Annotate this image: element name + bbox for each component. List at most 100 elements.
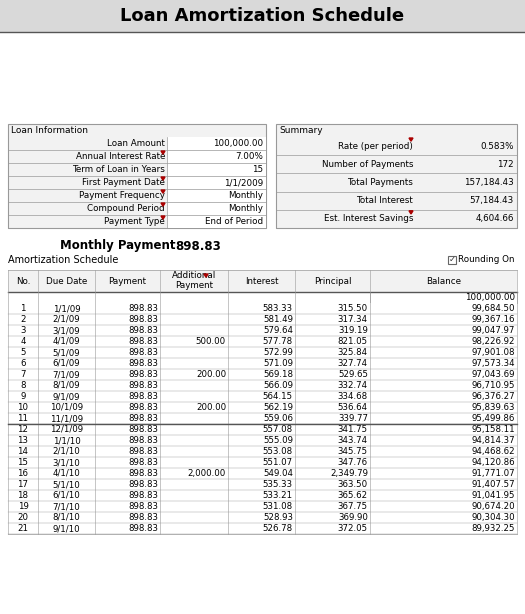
Text: 566.09: 566.09 xyxy=(263,381,293,390)
Text: 325.84: 325.84 xyxy=(338,348,368,357)
Text: 7.00%: 7.00% xyxy=(235,152,263,161)
Text: 363.50: 363.50 xyxy=(338,480,368,489)
Text: 91,041.95: 91,041.95 xyxy=(471,491,515,500)
Text: 369.90: 369.90 xyxy=(338,513,368,522)
Text: 6: 6 xyxy=(20,359,26,368)
Text: 89,932.25: 89,932.25 xyxy=(471,524,515,533)
Text: 97,901.08: 97,901.08 xyxy=(471,348,515,357)
Text: 172: 172 xyxy=(497,160,514,169)
Bar xyxy=(8,369,517,380)
Bar xyxy=(0,0,525,32)
Bar xyxy=(8,303,517,314)
Text: 14: 14 xyxy=(17,447,28,456)
Text: 5/1/09: 5/1/09 xyxy=(52,348,80,357)
Polygon shape xyxy=(204,274,208,277)
Text: Payment Type: Payment Type xyxy=(104,217,165,226)
Text: 97,043.69: 97,043.69 xyxy=(471,370,515,379)
Text: End of Period: End of Period xyxy=(205,217,263,226)
Bar xyxy=(276,124,517,228)
Text: 2: 2 xyxy=(20,315,26,324)
Bar xyxy=(167,176,266,189)
Text: 898.83: 898.83 xyxy=(128,348,158,357)
Text: 18: 18 xyxy=(17,491,28,500)
Text: 10: 10 xyxy=(17,403,28,412)
Text: 5/1/10: 5/1/10 xyxy=(52,480,80,489)
Text: 94,120.86: 94,120.86 xyxy=(471,458,515,467)
Bar xyxy=(167,202,266,215)
Text: 2,349.79: 2,349.79 xyxy=(330,469,368,478)
Text: Payment: Payment xyxy=(109,276,146,286)
Bar xyxy=(8,358,517,369)
Text: 535.33: 535.33 xyxy=(263,480,293,489)
Text: 555.09: 555.09 xyxy=(263,436,293,445)
Text: 9: 9 xyxy=(20,392,26,401)
Text: 579.64: 579.64 xyxy=(263,326,293,335)
Text: 898.83: 898.83 xyxy=(128,359,158,368)
Bar xyxy=(8,292,517,303)
Bar xyxy=(8,512,517,523)
Text: 1: 1 xyxy=(20,304,26,313)
Text: 17: 17 xyxy=(17,480,28,489)
Text: 57,184.43: 57,184.43 xyxy=(470,196,514,205)
Polygon shape xyxy=(409,211,413,214)
Text: 1/1/2009: 1/1/2009 xyxy=(224,178,263,187)
Text: 13: 13 xyxy=(17,436,28,445)
Bar xyxy=(370,292,517,303)
Text: 16: 16 xyxy=(17,469,28,478)
Polygon shape xyxy=(161,177,165,180)
Text: 99,367.16: 99,367.16 xyxy=(471,315,515,324)
Text: 19: 19 xyxy=(17,502,28,511)
Text: 533.21: 533.21 xyxy=(263,491,293,500)
Text: 334.68: 334.68 xyxy=(338,392,368,401)
Text: Number of Payments: Number of Payments xyxy=(321,160,413,169)
Polygon shape xyxy=(161,151,165,154)
Text: 898.83: 898.83 xyxy=(128,414,158,423)
Text: 372.05: 372.05 xyxy=(338,524,368,533)
Text: 551.07: 551.07 xyxy=(263,458,293,467)
Text: 898.83: 898.83 xyxy=(128,381,158,390)
Text: 577.78: 577.78 xyxy=(263,337,293,346)
Text: 4/1/09: 4/1/09 xyxy=(52,337,80,346)
Text: 4/1/10: 4/1/10 xyxy=(52,469,80,478)
Text: 1/1/10: 1/1/10 xyxy=(52,436,80,445)
Text: 898.83: 898.83 xyxy=(128,304,158,313)
Bar xyxy=(8,124,266,228)
Text: 898.83: 898.83 xyxy=(128,326,158,335)
Bar xyxy=(8,347,517,358)
Text: 3: 3 xyxy=(20,326,26,335)
Text: 4,604.66: 4,604.66 xyxy=(476,214,514,223)
Bar xyxy=(8,380,517,391)
Bar xyxy=(8,314,517,325)
Text: Total Payments: Total Payments xyxy=(347,178,413,187)
Text: 821.05: 821.05 xyxy=(338,337,368,346)
Text: 2/1/10: 2/1/10 xyxy=(52,447,80,456)
Text: 572.99: 572.99 xyxy=(263,348,293,357)
Text: No.: No. xyxy=(16,276,30,286)
Text: 90,304.30: 90,304.30 xyxy=(471,513,515,522)
Text: 898.83: 898.83 xyxy=(128,491,158,500)
Text: 526.78: 526.78 xyxy=(263,524,293,533)
Text: 341.75: 341.75 xyxy=(338,425,368,434)
Bar xyxy=(8,457,517,468)
Text: 898.83: 898.83 xyxy=(128,425,158,434)
Text: 99,047.97: 99,047.97 xyxy=(471,326,515,335)
Text: 21: 21 xyxy=(17,524,28,533)
Text: 96,710.95: 96,710.95 xyxy=(471,381,515,390)
Text: 898.83: 898.83 xyxy=(128,447,158,456)
Text: 3/1/10: 3/1/10 xyxy=(52,458,80,467)
Text: Est. Interest Savings: Est. Interest Savings xyxy=(323,214,413,223)
Bar xyxy=(8,446,517,457)
Text: Principal: Principal xyxy=(314,276,351,286)
Text: ✓: ✓ xyxy=(448,255,456,264)
Text: 898.83: 898.83 xyxy=(128,513,158,522)
Text: 7/1/10: 7/1/10 xyxy=(52,502,80,511)
Text: 10/1/09: 10/1/09 xyxy=(50,403,83,412)
Text: 94,814.37: 94,814.37 xyxy=(471,436,515,445)
Bar xyxy=(8,501,517,512)
Text: 15: 15 xyxy=(252,165,263,174)
Text: 9/1/10: 9/1/10 xyxy=(52,524,80,533)
Text: 347.76: 347.76 xyxy=(338,458,368,467)
Text: 528.93: 528.93 xyxy=(263,513,293,522)
Bar xyxy=(8,325,517,336)
Text: 898.83: 898.83 xyxy=(128,392,158,401)
